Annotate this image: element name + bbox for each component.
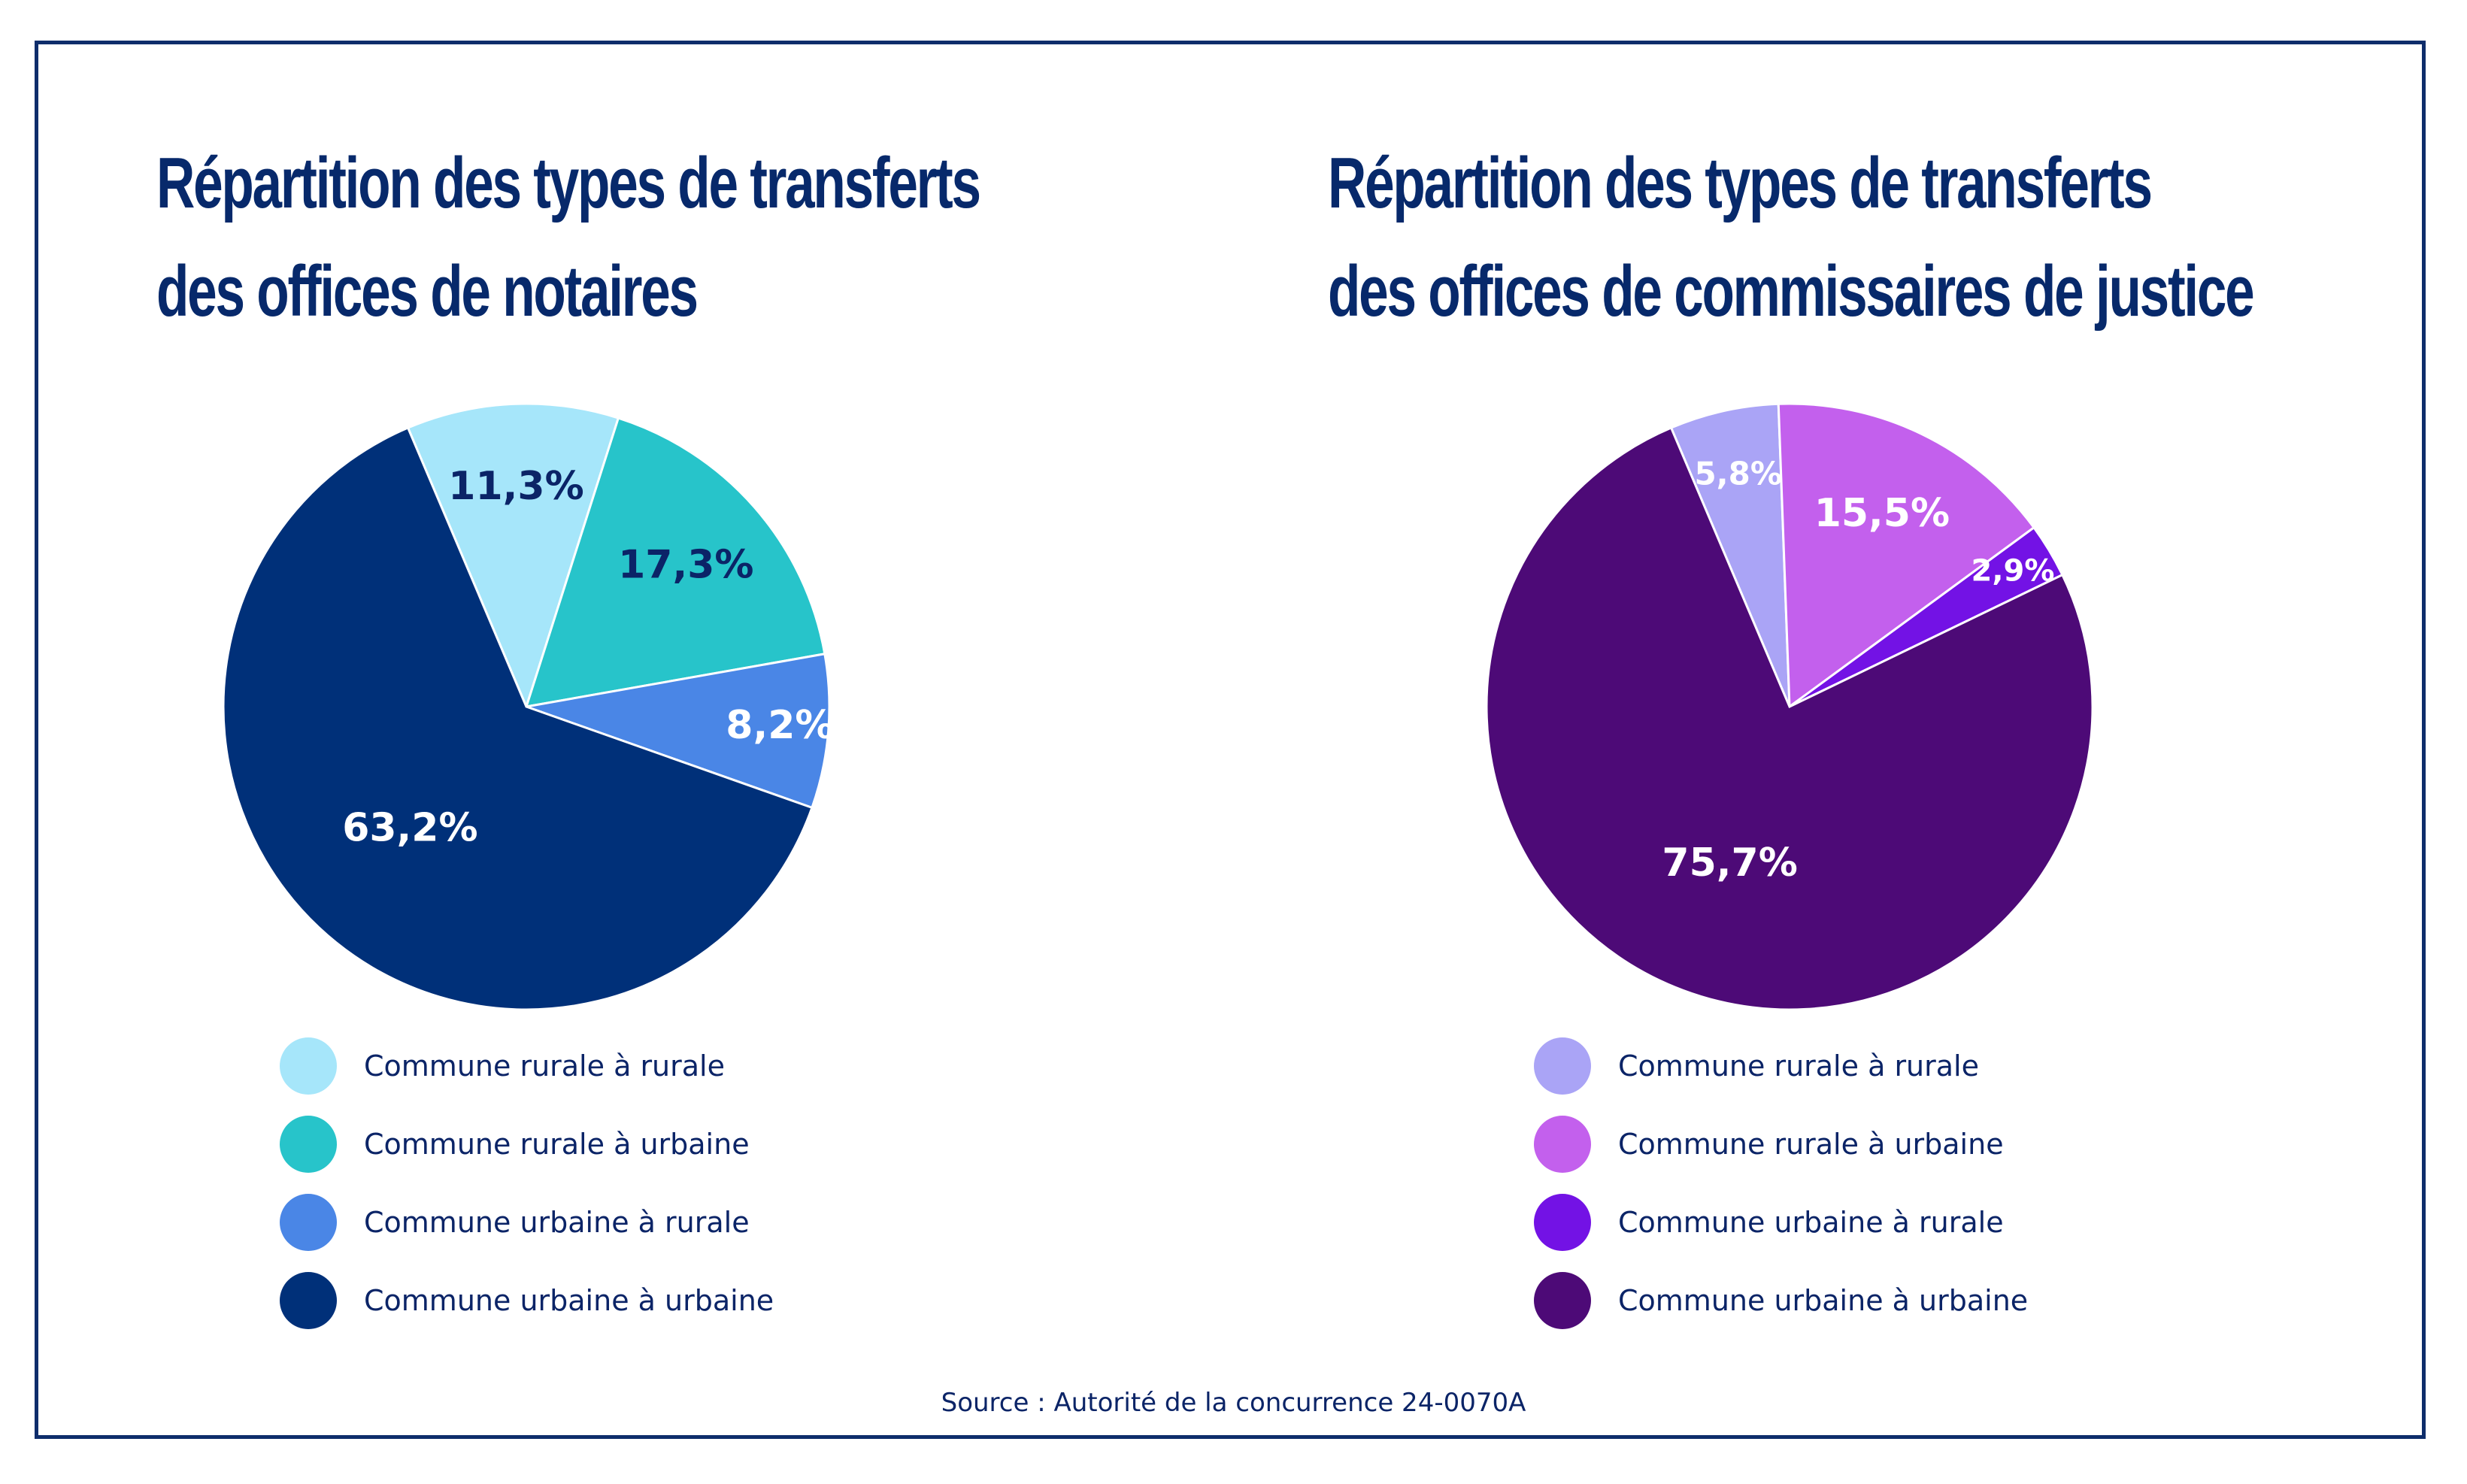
pie-slice-label: 63,2%: [342, 805, 477, 850]
chart-title-line-1: Répartition des types de transferts: [156, 143, 981, 223]
pie-slice-label: 8,2%: [726, 703, 834, 748]
legend-label: Commune rurale à urbaine: [364, 1128, 750, 1161]
legend-label: Commune urbaine à urbaine: [1618, 1284, 2029, 1317]
legend-item: Commune urbaine à urbaine: [280, 1272, 774, 1329]
chart-title-line-2: des offices de notaires: [156, 251, 699, 332]
pie-slice-label: 11,3%: [448, 464, 583, 509]
pie-slice: [522, 653, 831, 810]
pie-chart-commissaires: 5,8% 15,5% 2,9% 75,7%: [1485, 402, 2094, 1011]
legend-item: Commune urbaine à urbaine: [1534, 1272, 2028, 1329]
legend-label: Commune urbaine à urbaine: [364, 1284, 774, 1317]
legend-swatch: [280, 1272, 337, 1329]
legend-swatch: [280, 1194, 337, 1251]
legend-swatch: [280, 1037, 337, 1095]
pie-slice: [1485, 426, 2094, 1011]
legend-swatch: [1534, 1037, 1591, 1095]
legend-label: Commune rurale à rurale: [1618, 1049, 1979, 1083]
pie-slice-label: 75,7%: [1662, 840, 1797, 886]
legend-label: Commune urbaine à rurale: [1618, 1206, 2004, 1239]
legend-item: Commune rurale à rurale: [1534, 1037, 2028, 1095]
source-note: Source : Autorité de la concurrence 24-0…: [941, 1388, 1526, 1418]
legend-swatch: [1534, 1272, 1591, 1329]
pie-slice-label: 17,3%: [618, 542, 753, 587]
pie-slice-label: 15,5%: [1814, 491, 1950, 536]
pie-slice: [524, 416, 826, 708]
chart-title-line-2: des offices de commissaires de justice: [1328, 251, 2255, 332]
chart-title-commissaires: Répartition des types de transferts des …: [1328, 129, 2255, 346]
pie-slice: [1777, 402, 2036, 709]
legend-item: Commune rurale à urbaine: [280, 1116, 774, 1173]
pie-slice-label: 5,8%: [1694, 456, 1781, 492]
chart-title-line-1: Répartition des types de transferts: [1328, 143, 2153, 223]
legend-swatch: [1534, 1194, 1591, 1251]
legend-swatch: [280, 1116, 337, 1173]
legend-label: Commune rurale à urbaine: [1618, 1128, 2004, 1161]
legend-item: Commune rurale à rurale: [280, 1037, 774, 1095]
pie-slice: [222, 426, 814, 1011]
pie-slice: [1669, 402, 1791, 707]
legend-label: Commune urbaine à rurale: [364, 1206, 750, 1239]
legend-commissaires: Commune rurale à rurale Commune rurale à…: [1534, 1037, 2028, 1350]
legend-item: Commune urbaine à rurale: [1534, 1194, 2028, 1251]
pie-chart-notaires: 11,3% 17,3% 8,2% 63,2%: [222, 402, 835, 1011]
legend-item: Commune rurale à urbaine: [1534, 1116, 2028, 1173]
legend-item: Commune urbaine à rurale: [280, 1194, 774, 1251]
pie-slice: [406, 402, 620, 710]
pie-slice-label: 2,9%: [1971, 553, 2055, 588]
legend-swatch: [1534, 1116, 1591, 1173]
chart-title-notaires: Répartition des types de transferts des …: [156, 129, 981, 346]
legend-notaires: Commune rurale à rurale Commune rurale à…: [280, 1037, 774, 1350]
legend-label: Commune rurale à rurale: [364, 1049, 725, 1083]
